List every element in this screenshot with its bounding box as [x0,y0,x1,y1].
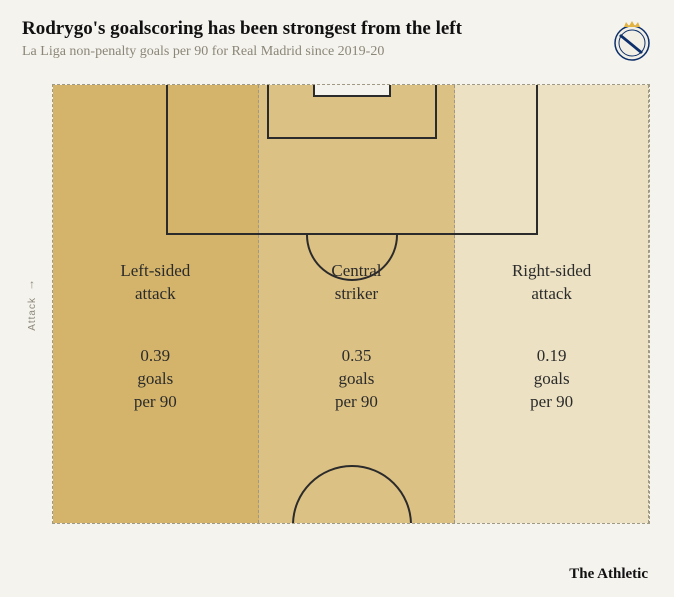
zone-right-value: 0.19goalsper 90 [455,345,648,414]
zone-left-value: 0.39goalsper 90 [53,345,258,414]
header: Rodrygo's goalscoring has been strongest… [22,18,652,62]
zone-left-label: Left-sidedattack [53,260,258,306]
pitch-area: Left-sidedattack 0.39goalsper 90 Central… [52,84,650,524]
real-madrid-crest-icon [612,18,652,62]
chart-subtitle: La Liga non-penalty goals per 90 for Rea… [22,44,604,60]
chart-title: Rodrygo's goalscoring has been strongest… [22,18,604,40]
goal-frame-line [313,84,391,97]
zone-center-value: 0.35goalsper 90 [259,345,455,414]
arrow-up-icon: ↑ [29,277,35,291]
chart: ↑ Attack Left-sidedattack 0.39goalsper 9… [52,84,652,524]
attack-axis-text: Attack [27,297,38,331]
footer-brand: The Athletic [569,566,648,583]
zone-right-label: Right-sidedattack [455,260,648,306]
title-block: Rodrygo's goalscoring has been strongest… [22,18,604,60]
attack-axis-label: ↑ Attack [22,229,42,379]
